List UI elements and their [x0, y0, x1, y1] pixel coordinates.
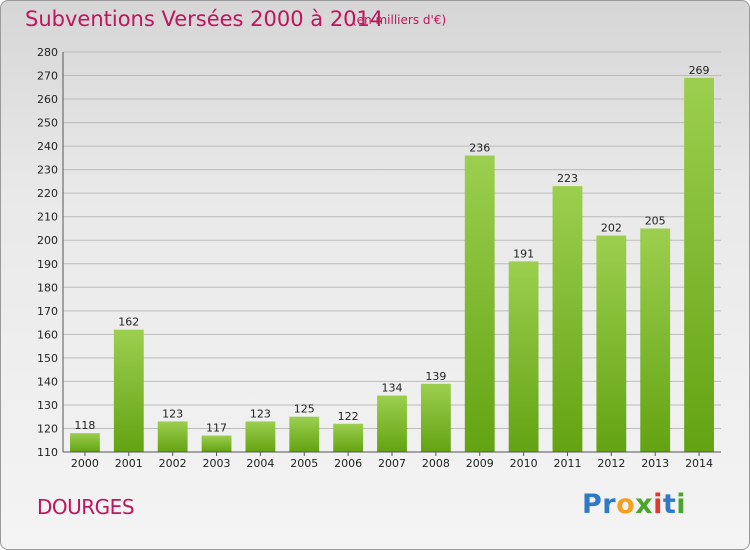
x-tick-label: 2007: [378, 457, 406, 470]
x-tick-label: 2010: [510, 457, 538, 470]
y-tick-label: 200: [37, 234, 58, 247]
x-tick-label: 2003: [203, 457, 231, 470]
bar-value-label: 269: [689, 64, 710, 77]
bar-2012: [596, 235, 627, 452]
bar-value-label: 223: [557, 172, 578, 185]
bar-value-label: 118: [74, 419, 95, 432]
bar-2011: [552, 186, 583, 452]
y-tick-label: 190: [37, 258, 58, 271]
x-tick-label: 2005: [290, 457, 318, 470]
x-tick-label: 2004: [246, 457, 274, 470]
x-tick-label: 2014: [685, 457, 713, 470]
bar-2006: [333, 423, 364, 452]
x-tick-label: 2002: [159, 457, 187, 470]
bar-value-label: 162: [118, 316, 139, 329]
y-tick-label: 170: [37, 305, 58, 318]
bar-2014: [684, 77, 714, 452]
bar-2003: [201, 435, 232, 452]
x-tick-label: 2001: [115, 457, 143, 470]
bar-2007: [377, 395, 407, 452]
axes: 110 120 130 140 150 160 170 180 190 200 210 220 230 2…: [37, 46, 721, 470]
x-tick-label: 2013: [641, 457, 669, 470]
bar-2013: [640, 228, 671, 452]
bar-value-label: 134: [382, 382, 403, 395]
y-tick-label: 110: [37, 446, 58, 459]
y-tick-label: 130: [37, 399, 58, 412]
y-tick-label: 220: [37, 187, 58, 200]
bar-value-label: 122: [338, 410, 359, 423]
y-tick-label: 120: [37, 422, 58, 435]
x-tick-label: 2000: [71, 457, 99, 470]
bar-value-label: 123: [250, 407, 271, 420]
y-tick-label: 270: [37, 70, 58, 83]
y-tick-label: 210: [37, 211, 58, 224]
y-tick-label: 150: [37, 352, 58, 365]
bar-2009: [464, 155, 495, 452]
bar-value-label: 202: [601, 222, 622, 235]
bars: 118 162 123 117 123 125 122 134 139 236 191 223 202 2…: [70, 64, 714, 452]
bar-value-label: 236: [469, 142, 490, 155]
bar-2000: [70, 433, 100, 452]
y-tick-label: 250: [37, 117, 58, 130]
proxiti-logo: Proxiti: [582, 489, 687, 520]
y-tick-label: 160: [37, 328, 58, 341]
y-tick-label: 240: [37, 140, 58, 153]
x-tick-label: 2011: [553, 457, 581, 470]
bar-2005: [289, 416, 320, 452]
y-tick-label: 180: [37, 281, 58, 294]
y-tick-label: 260: [37, 93, 58, 106]
y-tick-label: 280: [37, 46, 58, 59]
bar-2002: [157, 421, 188, 452]
chart-subtitle: (en milliers d'€): [352, 13, 447, 27]
bar-value-label: 191: [513, 247, 534, 260]
bar-2010: [508, 261, 539, 452]
y-tick-label: 140: [37, 375, 58, 388]
x-tick-label: 2006: [334, 457, 362, 470]
bar-value-label: 139: [425, 370, 446, 383]
chart-title: Subventions Versées 2000 à 2014: [25, 7, 384, 31]
bar-2001: [113, 329, 144, 452]
bar-2004: [245, 421, 276, 452]
x-tick-label: 2009: [466, 457, 494, 470]
bar-value-label: 123: [162, 407, 183, 420]
x-tick-label: 2012: [597, 457, 625, 470]
x-tick-label: 2008: [422, 457, 450, 470]
city-name: DOURGES: [37, 495, 135, 519]
bar-value-label: 205: [645, 214, 666, 227]
bar-value-label: 125: [294, 403, 315, 416]
bar-value-label: 117: [206, 422, 227, 435]
bar-2008: [420, 383, 451, 452]
y-tick-label: 230: [37, 164, 58, 177]
